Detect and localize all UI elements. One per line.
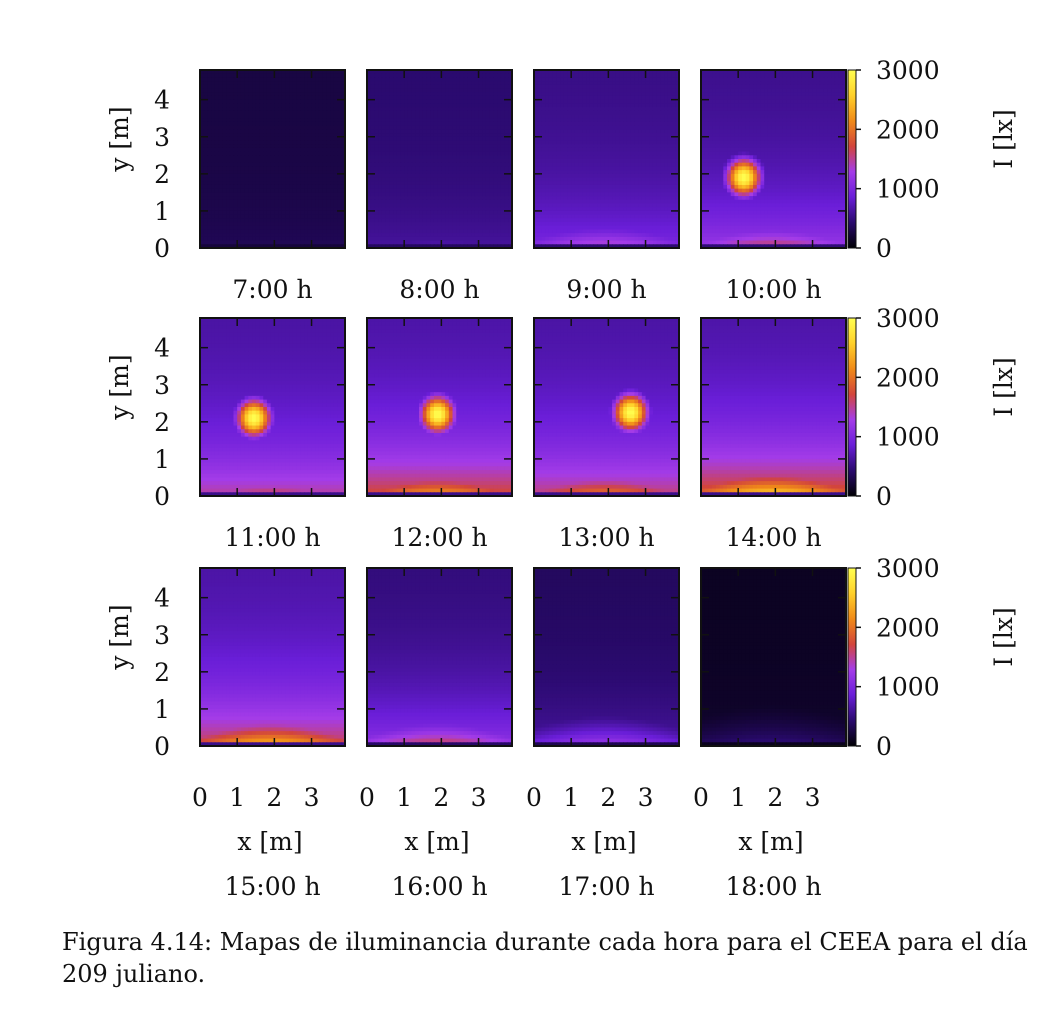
heatmap-panel-9	[200, 568, 346, 747]
time-label: 10:00 h	[725, 275, 821, 304]
colorbar-tick-label: 1000	[876, 423, 940, 452]
y-tick-label: 0	[154, 482, 170, 511]
x-tick-label: 2	[433, 783, 449, 812]
x-tick-label: 2	[266, 783, 282, 812]
colorbar	[848, 568, 856, 746]
y-tick-label: 4	[154, 584, 170, 613]
heatmap-panel-1	[200, 70, 346, 249]
colorbar	[848, 70, 856, 248]
colorbar	[848, 318, 856, 496]
heatmap-panel-4	[701, 70, 847, 249]
y-tick-label: 1	[154, 695, 170, 724]
x-tick-label: 1	[229, 783, 245, 812]
heatmap-panel-7	[534, 318, 680, 497]
heatmap-panel-8	[701, 318, 847, 497]
y-tick-label: 0	[154, 234, 170, 263]
colorbar-label: I [lx]	[989, 607, 1018, 666]
time-label: 7:00 h	[232, 275, 312, 304]
y-tick-label: 0	[154, 732, 170, 761]
x-tick-label: 2	[767, 783, 783, 812]
x-axis-label: x [m]	[404, 827, 469, 856]
time-label: 12:00 h	[391, 523, 487, 552]
heatmap-panel-10	[367, 568, 513, 747]
colorbar-label: I [lx]	[989, 357, 1018, 416]
y-tick-label: 3	[154, 371, 170, 400]
colorbar-tick-label: 2000	[876, 115, 940, 144]
colorbar-tick-label: 2000	[876, 363, 940, 392]
y-tick-label: 4	[154, 86, 170, 115]
x-tick-label: 2	[600, 783, 616, 812]
time-label: 9:00 h	[566, 275, 646, 304]
heatmap-panel-3	[534, 70, 680, 249]
x-tick-label: 0	[192, 783, 208, 812]
heatmap-panel-12	[701, 568, 847, 747]
colorbar-tick-label: 0	[876, 482, 892, 511]
colorbar-tick-label: 1000	[876, 673, 940, 702]
time-label: 15:00 h	[224, 872, 320, 901]
colorbar-tick-label: 1000	[876, 175, 940, 204]
time-label: 11:00 h	[224, 523, 320, 552]
x-tick-label: 0	[359, 783, 375, 812]
colorbar-tick-label: 3000	[876, 304, 940, 333]
time-label: 17:00 h	[558, 872, 654, 901]
x-tick-label: 0	[693, 783, 709, 812]
y-tick-label: 1	[154, 197, 170, 226]
heatmap-panel-11	[534, 568, 680, 747]
x-tick-label: 3	[638, 783, 654, 812]
colorbar-label: I [lx]	[989, 109, 1018, 168]
y-tick-label: 2	[154, 408, 170, 437]
colorbar-tick-label: 3000	[876, 554, 940, 583]
colorbar-tick-label: 0	[876, 732, 892, 761]
time-label: 14:00 h	[725, 523, 821, 552]
y-tick-label: 2	[154, 658, 170, 687]
x-tick-label: 3	[471, 783, 487, 812]
x-tick-label: 0	[526, 783, 542, 812]
y-axis-label: y [m]	[105, 604, 134, 670]
y-tick-label: 3	[154, 123, 170, 152]
heatmap-panel-6	[367, 318, 513, 497]
time-label: 13:00 h	[558, 523, 654, 552]
x-tick-label: 3	[805, 783, 821, 812]
x-axis-label: x [m]	[237, 827, 302, 856]
y-tick-label: 1	[154, 445, 170, 474]
x-tick-label: 1	[396, 783, 412, 812]
colorbar-tick-label: 0	[876, 234, 892, 263]
time-label: 18:00 h	[725, 872, 821, 901]
y-axis-label: y [m]	[105, 354, 134, 420]
time-label: 8:00 h	[399, 275, 479, 304]
x-tick-label: 1	[730, 783, 746, 812]
y-axis-label: y [m]	[105, 106, 134, 172]
heatmap-panel-2	[367, 70, 513, 249]
figure-caption: Figura 4.14: Mapas de iluminancia durant…	[62, 926, 1042, 990]
x-tick-label: 1	[563, 783, 579, 812]
y-tick-label: 2	[154, 160, 170, 189]
x-tick-label: 3	[304, 783, 320, 812]
y-tick-label: 3	[154, 621, 170, 650]
colorbar-tick-label: 2000	[876, 613, 940, 642]
colorbar-tick-label: 3000	[876, 56, 940, 85]
x-axis-label: x [m]	[571, 827, 636, 856]
time-label: 16:00 h	[391, 872, 487, 901]
x-axis-label: x [m]	[738, 827, 803, 856]
heatmap-grid-chart: 7:00 h 8:00 h 9:00 h 10:00 h 11:00 h 12:00 h 1…	[0, 0, 1060, 920]
heatmap-panel-5	[200, 318, 346, 497]
y-tick-label: 4	[154, 334, 170, 363]
